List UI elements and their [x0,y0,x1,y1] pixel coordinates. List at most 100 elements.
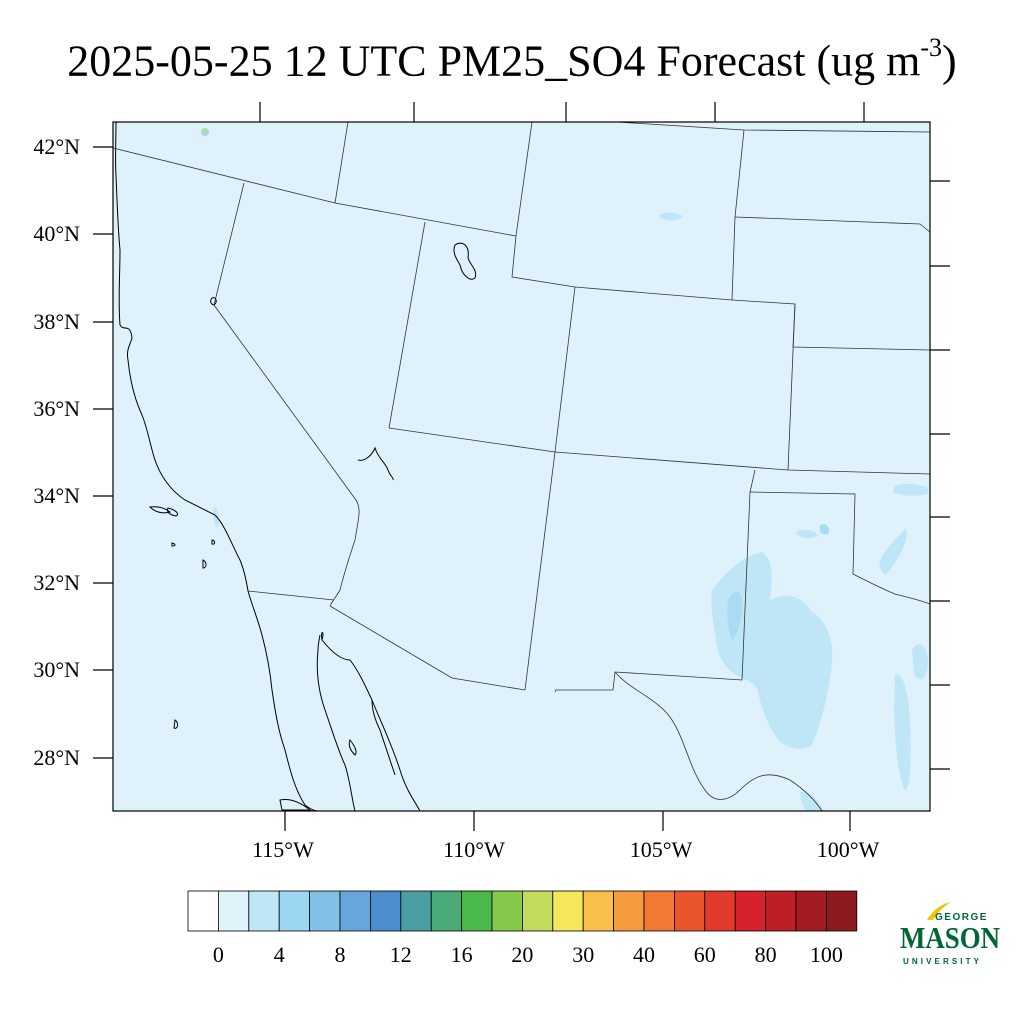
colorbar-label: 4 [274,942,285,967]
lon-label: 100°W [817,837,880,862]
colorbar-label: 8 [335,942,346,967]
coast-baja-peninsula [317,634,321,651]
patch-gulf [912,644,928,680]
colorbar-swatch [795,890,827,932]
colorbar-swatch [674,890,706,932]
lon-label: 115°W [252,837,314,862]
colorbar-swatch [187,890,219,932]
core-nm [819,524,830,535]
lat-label: 30°N [33,657,80,682]
colorbar-label: 100 [810,942,843,967]
colorbar-swatch [248,890,280,932]
colorbar-label: 40 [633,942,655,967]
island-2 [167,507,179,517]
logo-flame [927,902,951,920]
tick-marks [93,102,950,831]
coast-sea-of-cortez [371,699,396,776]
border-nv-ut [388,221,426,429]
logo-george: GEORGE [935,912,988,923]
border-four-corners [388,427,931,475]
border-wy-mt [515,121,533,237]
coast-gulf-west [316,649,356,812]
patch-texas-east [879,528,907,575]
colorbar-swatch [461,890,493,932]
colorbar-swatch [430,890,463,932]
island-channel [148,506,172,514]
map-frame [112,121,931,812]
colorbar-labels: 0 4 8 12 16 20 30 40 60 80 100 [213,942,843,967]
colorbar-swatch [613,890,645,932]
patch-ca-coast [213,507,219,528]
border-co-ks [787,303,796,471]
island-5 [211,539,216,545]
colorbar-label: 80 [755,942,777,967]
border-ca-mx [247,590,335,601]
patch-texas-east-2 [894,674,911,790]
lake-great-salt [453,242,477,280]
lat-label: 34°N [33,483,80,508]
lon-label: 110°W [443,837,505,862]
map-title: 2025-05-25 12 UTC PM25_SO4 Forecast (ug … [0,22,1024,92]
coastlines [115,121,477,812]
lon-label: 105°W [630,837,693,862]
concentration-cores [727,524,830,640]
colorbar-label: 60 [694,942,716,967]
coast-gulf-mexico [321,632,324,641]
border-az-nm [524,451,556,691]
colorbar-label: 20 [511,942,533,967]
lat-label: 38°N [33,309,80,334]
logo-university: UNIVERSITY [903,957,982,966]
border-mt-sd-top [616,121,931,133]
colorbar-swatch [582,890,615,932]
title-exponent: -3 [920,33,943,62]
colorbar [187,890,858,932]
lat-label: 42°N [33,134,80,159]
border-ok-tx [749,491,931,605]
lat-labels: 42°N 40°N 38°N 36°N 34°N 32°N 30°N 28°N [33,134,80,770]
lake-mead [357,446,394,481]
title-text: 2025-05-25 12 UTC PM25_SO4 Forecast (ug … [67,36,921,86]
patch-coast-south [800,791,824,811]
border-id-nv-ut [334,121,349,204]
island-8 [279,799,312,811]
colorbar-swatch [552,890,584,932]
title-close: ) [942,36,957,86]
colorbar-swatch [278,890,311,932]
patch-wyoming [658,212,683,221]
border-az-mx [329,605,526,691]
lake-tahoe [210,297,217,306]
colorbar-label: 16 [451,942,473,967]
colorbar-label: 30 [572,942,594,967]
colorbar-swatch [369,890,402,932]
border-ne-sd [734,216,931,233]
patch-nm-east [795,529,818,539]
island-6 [173,719,178,729]
border-ut-co [554,286,576,453]
colorbar-swatch [643,890,675,932]
colorbar-swatch [400,890,432,932]
colorbar-swatch [734,890,767,932]
border-rio-grande [614,671,823,812]
lat-label: 36°N [33,396,80,421]
lat-label: 32°N [33,570,80,595]
hotspot-inner [203,129,207,133]
core-west-texas [727,591,743,640]
logo-mason: MASON [900,920,1000,955]
island-7 [348,739,357,756]
coast-pacific [115,121,319,812]
colorbar-swatch [309,890,341,932]
gmu-logo: GEORGE MASON UNIVERSITY [900,902,1000,966]
lat-label: 40°N [33,221,80,246]
colorbar-swatch [491,890,523,932]
colorbar-swatch [217,890,250,932]
lon-labels: 115°W 110°W 105°W 100°W [252,837,879,862]
colorbar-swatch [704,890,736,932]
colorbar-swatch [522,890,554,932]
patch-oklahoma [893,483,928,496]
colorbar-swatch [339,890,371,932]
island-4 [202,559,207,569]
colorbar-label: 12 [390,942,412,967]
colorbar-swatch [765,890,797,932]
border-ut-wy [511,235,733,301]
lat-label: 28°N [33,745,80,770]
